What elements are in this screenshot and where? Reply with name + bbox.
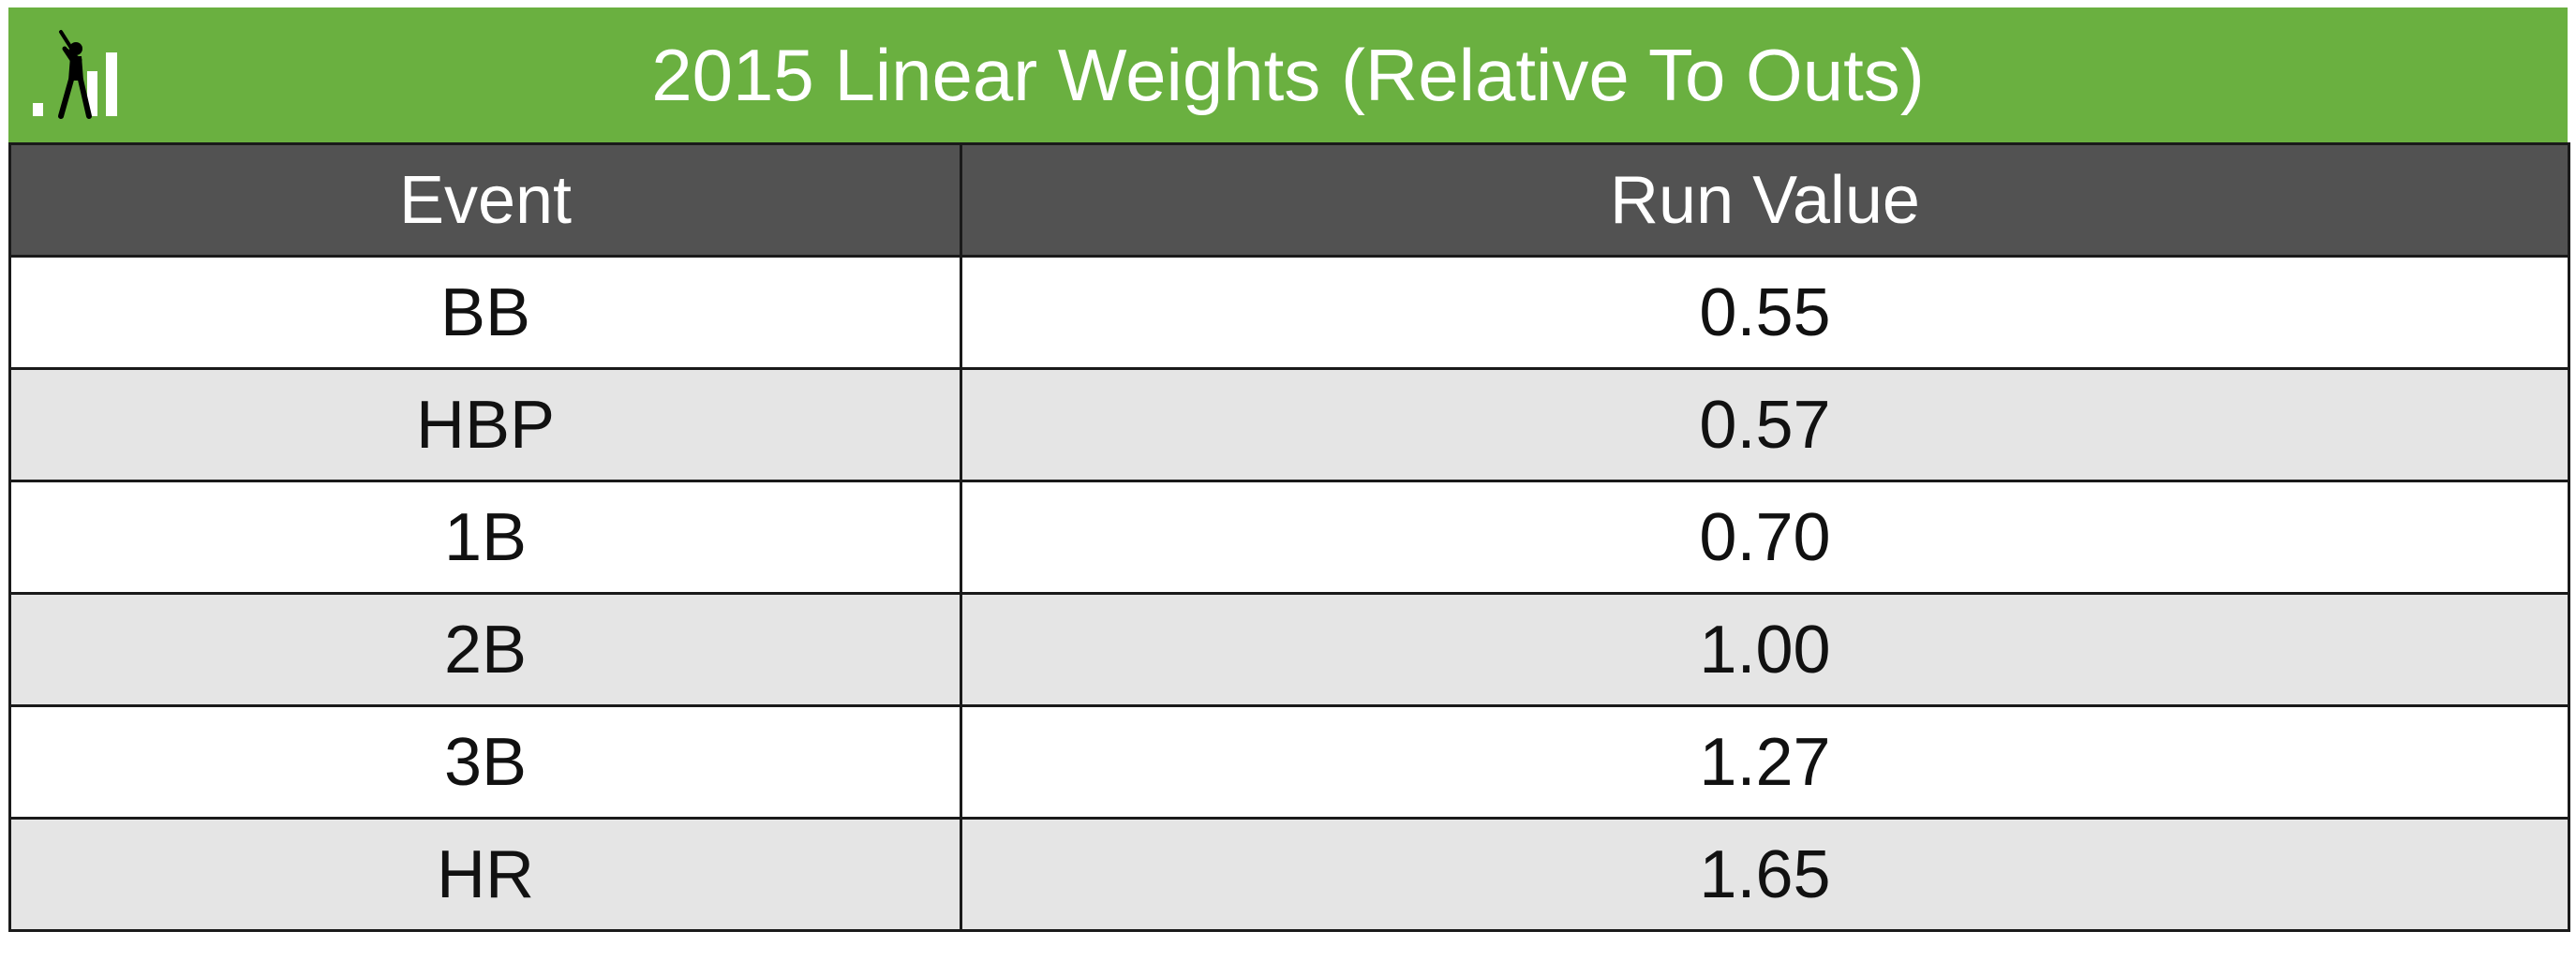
event-cell: 3B [8, 704, 962, 820]
event-cell: 1B [8, 480, 962, 595]
event-cell: HBP [8, 367, 962, 482]
table-row: 3B 1.27 [8, 704, 2570, 820]
table-row: 2B 1.00 [8, 592, 2570, 707]
column-header-run-value: Run Value [960, 142, 2570, 258]
run-value-cell: 0.55 [960, 255, 2570, 370]
event-cell: 2B [8, 592, 962, 707]
linear-weights-graphic: 2015 Linear Weights (Relative To Outs) E… [8, 7, 2570, 952]
batter-bar-chart-icon [33, 30, 117, 119]
run-value-cell: 1.00 [960, 592, 2570, 707]
event-cell: BB [8, 255, 962, 370]
run-value-cell: 0.70 [960, 480, 2570, 595]
linear-weights-table: Event Run Value BB 0.55 HBP 0.57 1B 0.70… [8, 142, 2570, 932]
run-value-cell: 1.27 [960, 704, 2570, 820]
run-value-cell: 1.65 [960, 817, 2570, 932]
column-header-event: Event [8, 142, 962, 258]
header-row: Event Run Value [8, 142, 2570, 258]
run-value-cell: 0.57 [960, 367, 2570, 482]
title-bar: 2015 Linear Weights (Relative To Outs) [8, 7, 2568, 142]
table-row: 1B 0.70 [8, 480, 2570, 595]
chart-title: 2015 Linear Weights (Relative To Outs) [651, 34, 1925, 116]
table-row: HR 1.65 [8, 817, 2570, 932]
table-row: BB 0.55 [8, 255, 2570, 370]
table-row: HBP 0.57 [8, 367, 2570, 482]
event-cell: HR [8, 817, 962, 932]
